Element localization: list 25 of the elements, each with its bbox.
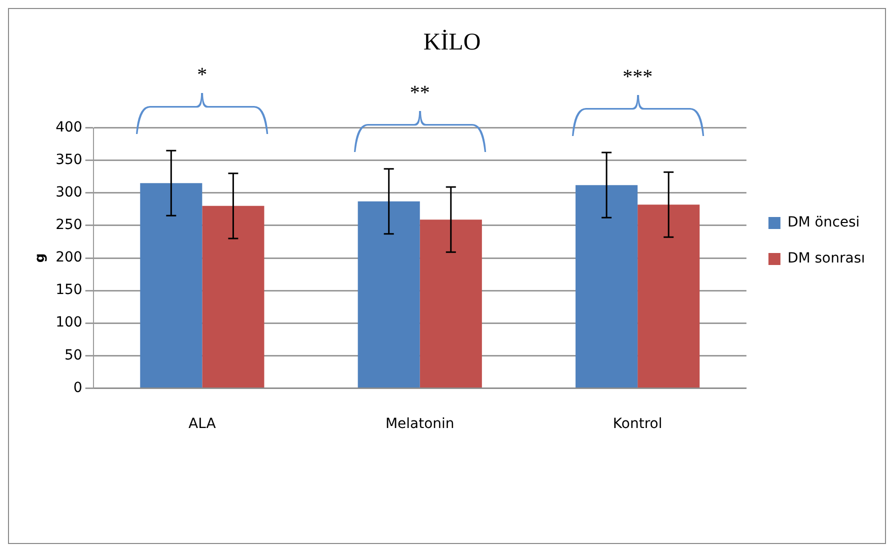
y-tick-label: 350 <box>56 152 82 168</box>
y-tick-label: 400 <box>56 119 82 136</box>
x-tick-label: Melatonin <box>385 416 454 432</box>
legend-label: DM öncesi <box>787 214 860 231</box>
x-tick-label: Kontrol <box>612 416 662 432</box>
text: ** <box>408 82 431 105</box>
y-tick-label: 250 <box>56 217 82 234</box>
y-tick-label: 300 <box>56 184 82 201</box>
y-tick-label: 0 <box>73 380 82 396</box>
y-tick-label: 150 <box>56 282 82 298</box>
text: * <box>196 64 208 87</box>
legend-label: DM sonrası <box>787 250 865 267</box>
text: *** <box>622 66 654 89</box>
y-axis-title: g <box>33 253 48 263</box>
bar <box>202 206 264 388</box>
bar <box>140 183 202 388</box>
bar <box>358 201 420 388</box>
y-tick-label: 50 <box>64 347 82 364</box>
y-tick-label: 100 <box>56 314 82 331</box>
bar <box>420 220 482 388</box>
chart-title: KİLO <box>423 30 481 56</box>
bar <box>576 185 638 388</box>
x-tick-label: ALA <box>188 416 216 432</box>
y-tick-label: 200 <box>56 250 82 266</box>
bar <box>638 204 700 388</box>
